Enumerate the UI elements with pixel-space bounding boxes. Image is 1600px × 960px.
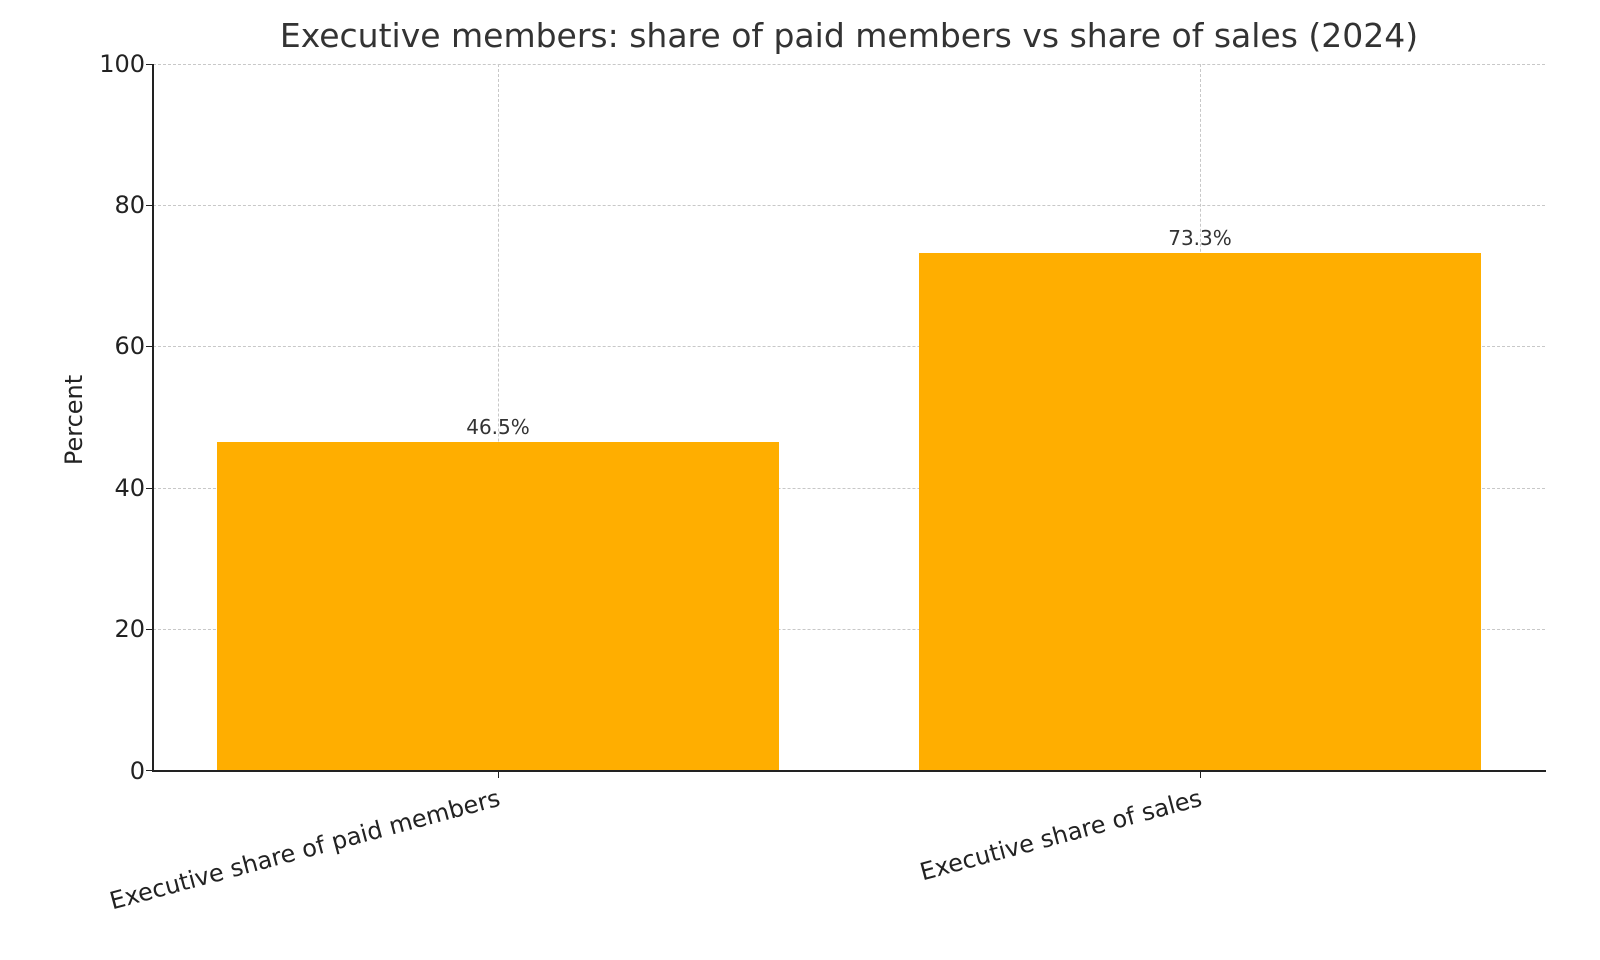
ytick-100 <box>146 64 153 65</box>
xtick-0 <box>498 771 499 778</box>
gridline-x-0 <box>498 64 499 771</box>
xtick-label-sales: Executive share of sales <box>917 784 1206 887</box>
ytick-label-80: 80 <box>114 191 145 219</box>
y-axis-label: Percent <box>60 374 88 466</box>
data-label-sales: 73.3% <box>1168 226 1232 250</box>
chart-title: Executive members: share of paid members… <box>279 16 1419 55</box>
gridline-y-60 <box>153 346 1545 347</box>
ytick-80 <box>146 205 153 206</box>
gridline-y-40 <box>153 488 1545 489</box>
gridline-y-100 <box>153 64 1545 65</box>
ytick-60 <box>146 346 153 347</box>
ytick-label-0: 0 <box>129 757 145 785</box>
x-axis-line <box>152 770 1546 772</box>
xtick-label-paid-members: Executive share of paid members <box>106 784 504 916</box>
ytick-label-100: 100 <box>99 50 145 78</box>
ytick-40 <box>146 488 153 489</box>
plot-area: 46.5% 73.3% <box>153 64 1545 771</box>
ytick-label-40: 40 <box>114 474 145 502</box>
data-label-paid-members: 46.5% <box>466 415 530 439</box>
gridline-y-20 <box>153 629 1545 630</box>
bar-executive-share-paid-members <box>217 442 779 771</box>
gridline-y-80 <box>153 205 1545 206</box>
xtick-1 <box>1200 771 1201 778</box>
bar-executive-share-sales <box>919 253 1481 771</box>
ytick-label-20: 20 <box>114 615 145 643</box>
ytick-0 <box>146 770 153 771</box>
ytick-label-60: 60 <box>114 332 145 360</box>
y-axis-line <box>152 64 154 772</box>
ytick-20 <box>146 629 153 630</box>
